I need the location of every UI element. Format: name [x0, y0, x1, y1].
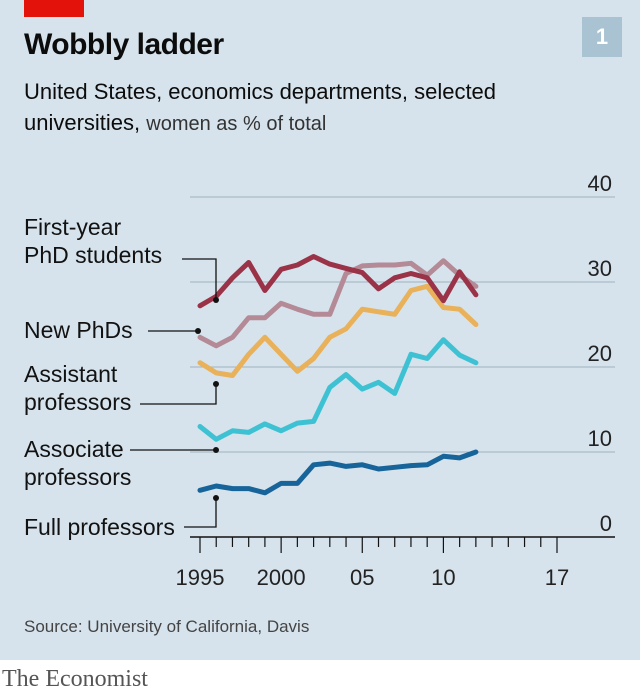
- publisher-logo: The Economist: [2, 666, 148, 692]
- leader-dot-first-year: [213, 297, 219, 303]
- chart-title: Wobbly ladder: [24, 28, 224, 61]
- series-line-full: [197, 449, 479, 496]
- leader-dot-new-phds: [195, 328, 201, 334]
- series-label-full: Full professors: [24, 514, 175, 540]
- leader-dot-full: [213, 495, 219, 501]
- series-line-first-year: [197, 254, 479, 309]
- x-tick-label: 10: [431, 565, 455, 590]
- chart-number-badge: 1: [582, 17, 622, 57]
- x-tick-label: 1995: [176, 565, 225, 590]
- leader-dot-associate: [213, 447, 219, 453]
- series-line-associate: [197, 337, 479, 442]
- series-label-new-phds: New PhDs: [24, 317, 133, 343]
- x-tick-label: 2000: [257, 565, 306, 590]
- y-tick-label: 30: [588, 256, 612, 281]
- brand-red-tag: [24, 0, 84, 17]
- x-tick-label: 17: [545, 565, 569, 590]
- subtitle-unit: women as % of total: [146, 113, 327, 135]
- series-label-first-year: First-year: [24, 214, 121, 240]
- series-line-new-phds: [197, 258, 479, 349]
- line-chart: 0 10 20 30 40 1995 2000 05 10 17 Full professors As…: [24, 171, 615, 590]
- y-tick-label: 0: [600, 511, 612, 536]
- leader-line-first-year: [182, 258, 217, 300]
- series-label-assistant: professors: [24, 389, 131, 415]
- leader-dot-assistant: [213, 381, 219, 387]
- series-line-assistant: [197, 283, 479, 378]
- series-label-first-year: PhD students: [24, 242, 162, 268]
- chart-panel: [0, 0, 640, 660]
- leader-line-full: [184, 498, 217, 528]
- y-tick-label: 40: [588, 171, 612, 196]
- y-tick-label: 20: [588, 341, 612, 366]
- leader-line-assistant: [140, 384, 217, 405]
- y-tick-label: 10: [588, 426, 612, 451]
- series-label-assistant: Assistant: [24, 361, 118, 387]
- chart-subtitle: United States, economics departments, se…: [24, 76, 584, 140]
- series-label-associate: professors: [24, 464, 131, 490]
- series-label-associate: Associate: [24, 436, 124, 462]
- x-tick-label: 05: [350, 565, 374, 590]
- source-note: Source: University of California, Davis: [24, 617, 310, 636]
- subtitle-main: United States, economics departments, se…: [24, 79, 497, 135]
